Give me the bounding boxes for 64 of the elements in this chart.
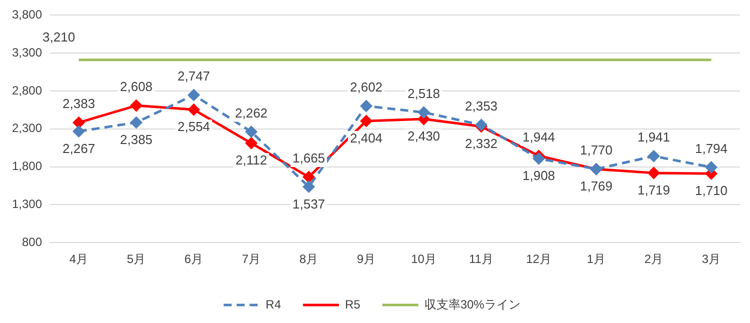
data-label: 2,747 <box>178 68 210 84</box>
data-label: 2,267 <box>62 140 96 156</box>
legend-label: 収支率30%ライン <box>424 297 520 312</box>
point <box>130 100 142 112</box>
point <box>418 106 430 118</box>
data-label: 2,404 <box>350 130 383 146</box>
data-label: 1,908 <box>522 168 556 184</box>
point <box>360 115 372 127</box>
x-tick-label: 7月 <box>242 252 261 266</box>
data-label: 2,332 <box>464 136 498 152</box>
data-label: 1,941 <box>637 130 670 145</box>
x-tick-label: 8月 <box>299 252 318 266</box>
data-label: 2,430 <box>407 128 440 144</box>
x-tick-label: 1月 <box>586 252 606 266</box>
x-tick-label: 5月 <box>126 252 146 266</box>
point <box>73 116 85 128</box>
point <box>188 104 200 116</box>
data-label: 1,710 <box>694 183 728 198</box>
x-tick-label: 6月 <box>184 252 204 266</box>
legend-label: R4 <box>266 297 282 312</box>
data-label: 2,554 <box>178 119 210 134</box>
data-label: 2,385 <box>120 132 153 148</box>
data-label: 1,770 <box>580 142 613 158</box>
data-label: 1,944 <box>522 129 556 144</box>
data-label: 1,794 <box>694 140 728 156</box>
data-label: 2,383 <box>62 96 96 112</box>
x-tick-label: 11月 <box>469 252 494 266</box>
y-tick-label: 3,800 <box>12 8 42 22</box>
data-label: 2,112 <box>235 152 268 168</box>
x-tick-label: 4月 <box>69 252 88 266</box>
x-tick-label: 2月 <box>644 252 664 266</box>
data-label: 1,769 <box>580 178 613 194</box>
point <box>360 100 372 112</box>
point <box>706 162 717 174</box>
data-label: 2,262 <box>234 105 268 120</box>
x-tick-label: 9月 <box>356 252 376 266</box>
point <box>533 152 545 164</box>
point <box>188 89 200 101</box>
y-tick-label: 3,300 <box>12 45 42 60</box>
y-tick-label: 1,300 <box>12 197 42 212</box>
x-tick-label: 12月 <box>526 252 552 266</box>
point <box>303 180 315 192</box>
x-tick-label: 3月 <box>702 252 721 266</box>
point <box>246 126 258 138</box>
point <box>130 116 142 128</box>
point <box>73 126 85 138</box>
data-label: 1,537 <box>292 196 326 212</box>
data-label: 2,353 <box>464 98 498 114</box>
x-tick-label: 10月 <box>411 252 436 266</box>
point <box>648 167 660 179</box>
y-tick-label: 2,300 <box>12 121 42 136</box>
data-label: 2,608 <box>120 79 153 94</box>
data-label: 2,518 <box>407 86 440 101</box>
y-tick-label: 2,800 <box>12 83 42 98</box>
legend-label: R5 <box>344 297 361 312</box>
y-tick-label: 1,800 <box>12 159 42 174</box>
data-label: 2,602 <box>350 80 383 95</box>
data-label: 1,665 <box>292 150 326 166</box>
point <box>246 137 258 149</box>
point <box>648 150 660 162</box>
point <box>303 171 315 183</box>
data-label: 3,210 <box>42 30 76 44</box>
data-label: 1,719 <box>637 182 670 198</box>
y-tick-label: 800 <box>22 234 42 249</box>
